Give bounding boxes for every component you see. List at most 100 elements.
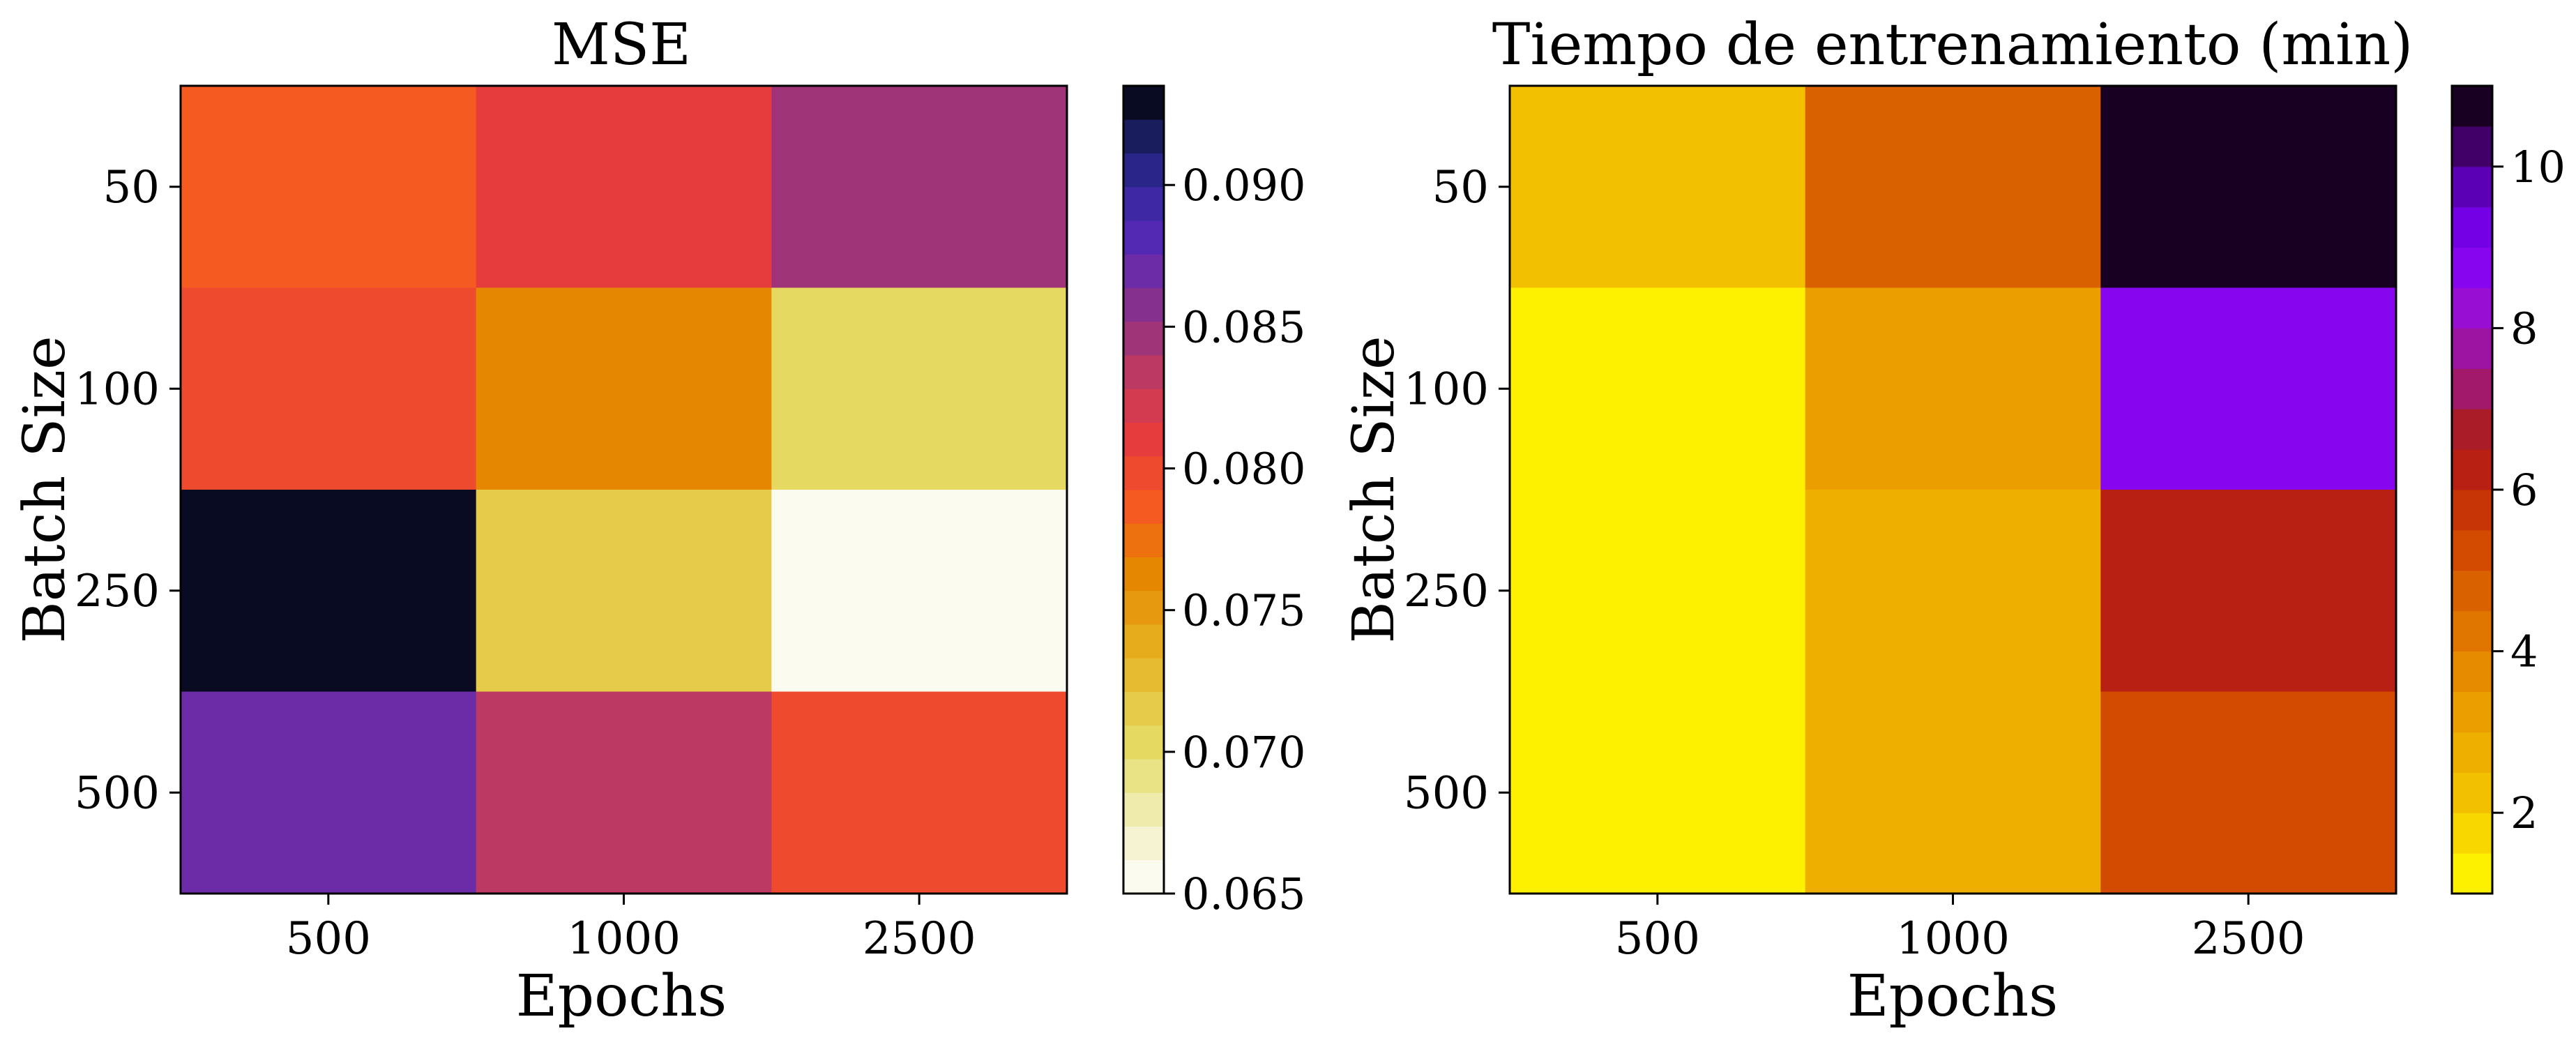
heatmap-cell xyxy=(1805,287,2101,490)
colorbar-level xyxy=(1123,658,1164,692)
colorbar-level xyxy=(2452,166,2492,208)
heatmap-cell xyxy=(2100,691,2397,894)
colorbar-level xyxy=(2452,247,2492,288)
colorbar-level xyxy=(2452,86,2492,127)
heatmap-panel-tiempo: Tiempo de entrenamiento (min) 500 1000 250… xyxy=(1341,12,2566,1030)
heatmap-cell xyxy=(476,490,772,692)
heatmap-cell xyxy=(181,691,477,894)
y-tick-label: 50 xyxy=(103,162,160,213)
heatmap-cell xyxy=(771,86,1068,288)
y-tick-label: 250 xyxy=(75,566,160,617)
colorbar-level xyxy=(1123,389,1164,423)
colorbar-tick-label: 4 xyxy=(2510,626,2538,677)
colorbar-frame xyxy=(1122,84,1165,895)
colorbar-level xyxy=(1123,792,1164,827)
heatmap-cell xyxy=(476,691,772,894)
colorbar-level xyxy=(1123,859,1164,894)
y-tick-label: 500 xyxy=(1404,767,1489,819)
colorbar-tick-label: 0.070 xyxy=(1182,727,1306,778)
x-tick-label: 500 xyxy=(1615,913,1700,965)
colorbar-tick-label: 8 xyxy=(2510,303,2538,354)
colorbar-level xyxy=(2452,691,2492,732)
x-axis-label: Epochs xyxy=(516,963,727,1030)
colorbar-tick-label: 6 xyxy=(2510,465,2538,515)
heatmap-panel-mse: MSE 500 1000 2500 50 100 250 500 Epochs Batch… xyxy=(12,12,1306,1030)
colorbar-level xyxy=(1123,186,1164,221)
heatmap-cell xyxy=(2100,490,2397,692)
colorbar-level xyxy=(2452,529,2492,571)
colorbar-level xyxy=(1123,321,1164,356)
colorbar-level xyxy=(2452,732,2492,773)
colorbar-level xyxy=(2452,651,2492,692)
heatmap-cell xyxy=(181,490,477,692)
colorbar-level xyxy=(2452,328,2492,369)
heatmap-cell xyxy=(476,86,772,288)
heatmap-cell xyxy=(181,86,477,288)
y-tick-label: 100 xyxy=(75,363,160,415)
x-tick-label: 2500 xyxy=(863,913,976,965)
x-tick-label: 1000 xyxy=(567,913,681,965)
y-tick-label: 100 xyxy=(1404,363,1489,415)
colorbar-level xyxy=(2452,772,2492,813)
y-tick-label: 50 xyxy=(1432,162,1489,213)
colorbar-tick-label: 0.075 xyxy=(1182,585,1306,636)
colorbar-level xyxy=(2452,490,2492,531)
y-tick-label: 250 xyxy=(1404,566,1489,617)
heatmap-cell xyxy=(1510,691,1806,894)
colorbar-level xyxy=(2452,449,2492,490)
x-tick-label: 500 xyxy=(286,913,371,965)
y-ticks: 50 100 250 500 xyxy=(1404,162,1510,819)
colorbar-level xyxy=(2452,610,2492,652)
colorbar-level xyxy=(1123,119,1164,153)
colorbar-level xyxy=(2452,287,2492,329)
colorbar-level xyxy=(2452,853,2492,894)
colorbar-tick-label: 0.080 xyxy=(1182,444,1306,495)
colorbar-level xyxy=(1123,624,1164,658)
colorbar-tick-label: 0.090 xyxy=(1182,160,1306,211)
heatmap-cell xyxy=(2100,287,2397,490)
colorbar-tick-label: 0.085 xyxy=(1182,301,1306,352)
colorbar-level xyxy=(1123,355,1164,389)
colorbar-level xyxy=(2452,813,2492,854)
colorbar-level xyxy=(1123,691,1164,726)
colorbar-level xyxy=(1123,590,1164,625)
x-ticks: 500 1000 2500 xyxy=(286,894,976,965)
x-tick-label: 2500 xyxy=(2192,913,2305,965)
colorbar-level xyxy=(1123,455,1164,490)
colorbar-level xyxy=(1123,826,1164,861)
heatmap-cell xyxy=(1805,490,2101,692)
colorbar-level xyxy=(1123,490,1164,524)
colorbar-level xyxy=(1123,557,1164,592)
heatmap-cell xyxy=(181,287,477,490)
heatmap-cell xyxy=(1510,287,1806,490)
colorbar-level xyxy=(2452,570,2492,612)
heatmap-cells xyxy=(1510,86,2397,894)
colorbar-level xyxy=(1123,220,1164,255)
x-tick-label: 1000 xyxy=(1896,913,2010,965)
chart-title: MSE xyxy=(552,12,691,78)
y-axis-label: Batch Size xyxy=(1341,336,1407,643)
heatmap-cell xyxy=(1510,490,1806,692)
colorbar-level xyxy=(2452,368,2492,409)
x-ticks: 500 1000 2500 xyxy=(1615,894,2305,965)
y-axis-label: Batch Size xyxy=(12,336,78,643)
heatmap-cell xyxy=(771,490,1068,692)
heatmap-cell xyxy=(1805,86,2101,288)
colorbar-level xyxy=(1123,86,1164,120)
y-tick-label: 500 xyxy=(75,767,160,819)
heatmap-cell xyxy=(2100,86,2397,288)
colorbar-tick-label: 10 xyxy=(2510,142,2566,193)
colorbar-level xyxy=(2452,206,2492,248)
heatmap-cells xyxy=(181,86,1068,894)
colorbar-level xyxy=(2452,126,2492,167)
colorbar-tick-label: 2 xyxy=(2510,788,2538,838)
colorbar-level xyxy=(1123,523,1164,557)
colorbar-level xyxy=(1123,422,1164,457)
colorbar-level xyxy=(2452,409,2492,450)
colorbar-level xyxy=(1123,254,1164,288)
x-axis-label: Epochs xyxy=(1847,963,2059,1030)
heatmap-cell xyxy=(1510,86,1806,288)
heatmap-cell xyxy=(771,691,1068,894)
colorbar: 2 4 6 8 10 xyxy=(2450,84,2566,895)
